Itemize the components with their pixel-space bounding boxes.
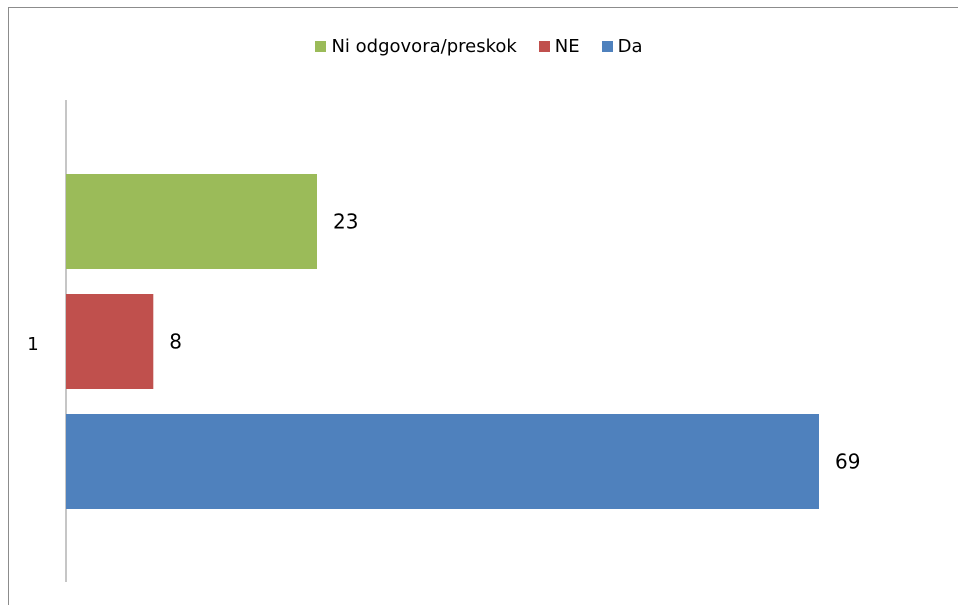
legend-label-ne: NE xyxy=(554,36,580,57)
bar-ne xyxy=(66,294,154,389)
bar-da xyxy=(66,414,819,509)
legend-item-da: Da xyxy=(601,36,643,57)
bar-ni-odgovora xyxy=(66,174,317,269)
chart-legend: Ni odgovora/preskok NE Da xyxy=(0,36,958,57)
data-label-ne: 8 xyxy=(169,330,182,354)
bars-group: 23 8 69 xyxy=(66,174,860,509)
legend-label-ni-odgovora: Ni odgovora/preskok xyxy=(331,36,517,57)
legend-swatch-ni-odgovora xyxy=(315,41,327,52)
legend-swatch-ne xyxy=(538,41,550,52)
data-label-da: 69 xyxy=(835,450,860,474)
legend-item-ni-odgovora: Ni odgovora/preskok xyxy=(315,36,517,57)
legend-item-ne: NE xyxy=(538,36,580,57)
legend-swatch-da xyxy=(601,41,613,52)
category-tick-label: 1 xyxy=(27,334,38,355)
data-label-ni-odgovora: 23 xyxy=(333,210,358,234)
legend-label-da: Da xyxy=(617,36,643,57)
